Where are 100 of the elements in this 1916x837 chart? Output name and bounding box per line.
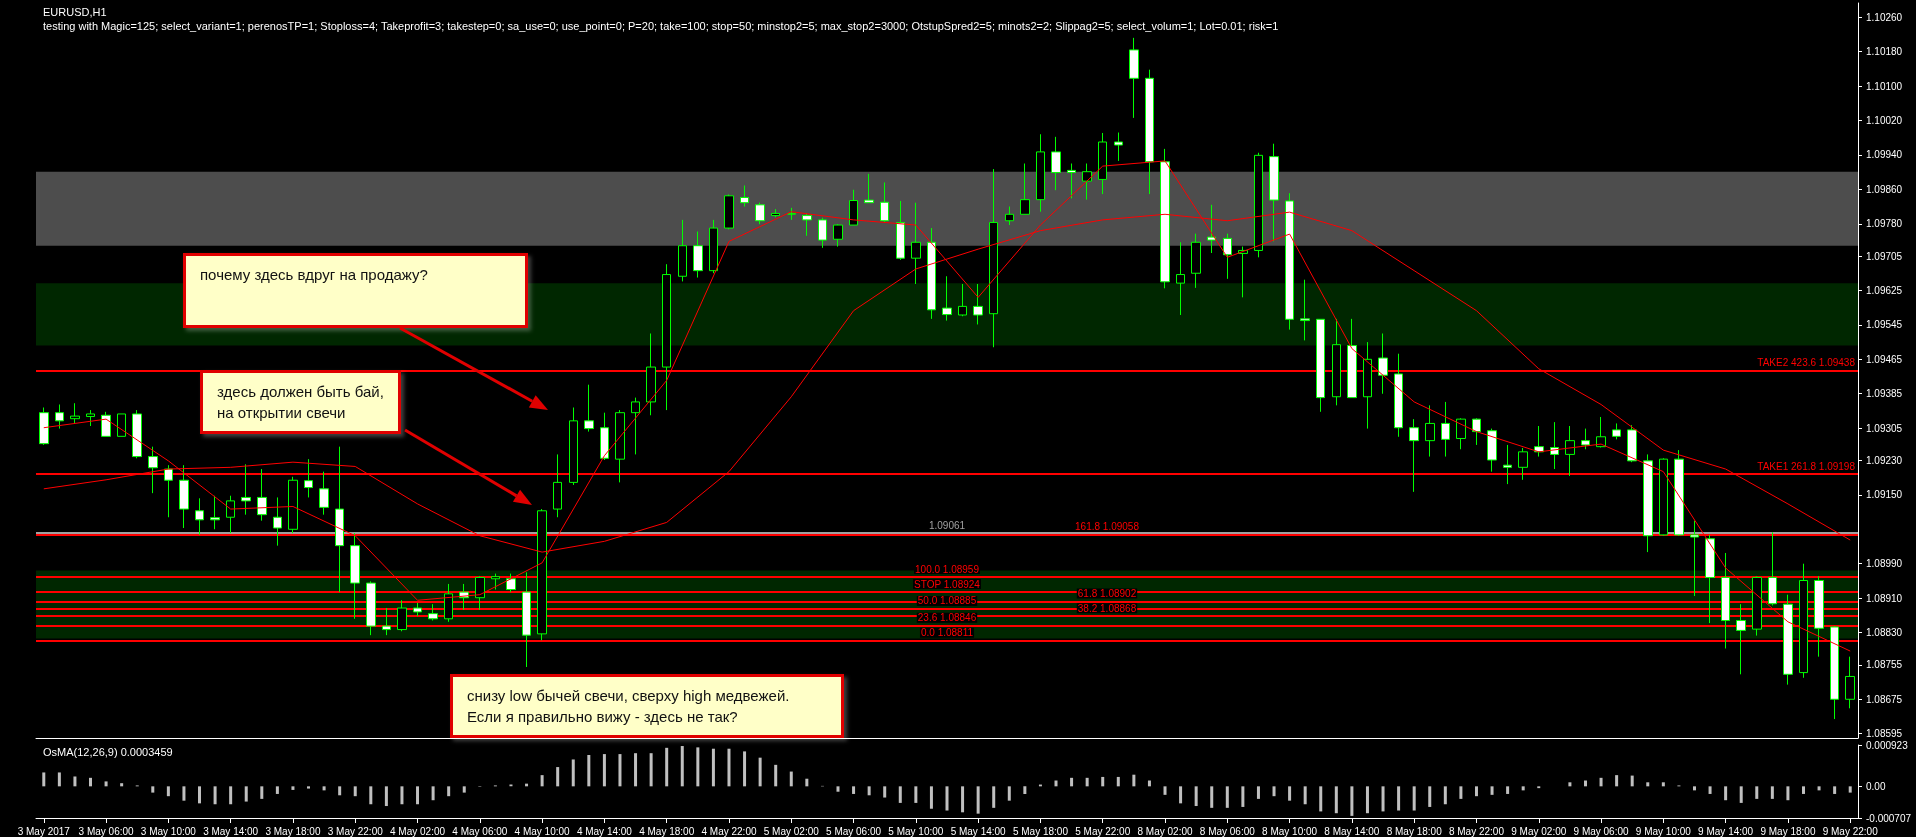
y-tick-label: 1.09625: [1866, 284, 1903, 296]
candlestick: [1565, 425, 1575, 477]
x-tick-label: 8 May 06:00: [1199, 825, 1256, 837]
bar: [898, 786, 902, 803]
y-tick-label: 1.09940: [1866, 149, 1903, 161]
candlestick: [55, 404, 64, 430]
candlestick: [350, 532, 360, 620]
candlestick: [1129, 37, 1139, 119]
y-tick-label: 1.10260: [1866, 11, 1903, 23]
bar: [1194, 786, 1198, 807]
candlestick: [553, 453, 562, 518]
y-tick-label: 1.09780: [1866, 218, 1903, 230]
bar: [1350, 786, 1354, 816]
callout-box: почему здесь вдруг на продажу?: [183, 253, 528, 328]
candlestick: [755, 202, 765, 225]
bar: [244, 786, 248, 802]
candlestick: [195, 497, 204, 536]
bar: [73, 776, 77, 787]
candlestick: [506, 573, 516, 593]
candlestick: [1814, 575, 1824, 658]
candlestick: [319, 471, 329, 516]
bar: [649, 753, 653, 787]
candlestick: [1627, 424, 1637, 463]
candlestick: [1472, 417, 1481, 446]
candlestick: [989, 168, 998, 348]
y-tick-label: 1.09230: [1866, 454, 1903, 466]
y-tick-label: 1.10180: [1866, 46, 1903, 58]
candlestick: [1659, 457, 1668, 537]
ref-line-label: STOP 1.08924: [914, 578, 981, 590]
candlestick: [1067, 163, 1076, 199]
candlestick: [1721, 552, 1730, 649]
candlestick: [101, 411, 111, 437]
bar: [1116, 776, 1120, 787]
bar: [1163, 786, 1167, 795]
y-tick-label: 1.08675: [1866, 693, 1903, 705]
candlestick: [569, 407, 578, 486]
candlestick: [1768, 531, 1777, 606]
ref-line-label: 23.6 1.08846: [917, 612, 977, 624]
bar: [384, 786, 388, 807]
candlestick: [833, 223, 843, 248]
bar: [229, 786, 233, 805]
bar: [57, 772, 61, 787]
bar: [1521, 786, 1525, 791]
candlestick: [1394, 353, 1403, 438]
bar: [1599, 777, 1603, 787]
candlestick: [1285, 192, 1294, 331]
bar: [1443, 786, 1447, 805]
candlestick: [70, 402, 80, 424]
x-tick-label: 4 May 10:00: [514, 825, 571, 837]
candlestick: [942, 275, 952, 322]
bar: [275, 786, 279, 794]
x-tick-label: 5 May 02:00: [763, 825, 820, 837]
candlestick: [1690, 520, 1699, 597]
ref-line-label: TAKE1 261.8 1.09198: [1757, 460, 1856, 472]
y-tick-label: 1.09860: [1866, 183, 1903, 195]
y-tick-label: 1.08910: [1866, 592, 1903, 604]
y-tick-label: 0.000923: [1866, 739, 1909, 751]
bar: [665, 747, 669, 787]
candlestick: [39, 407, 49, 446]
candlestick: [1051, 136, 1061, 191]
x-tick-label: 4 May 22:00: [701, 825, 757, 837]
candlestick: [522, 571, 531, 668]
bar: [1334, 786, 1338, 814]
bar: [151, 786, 155, 793]
bar: [992, 786, 996, 808]
candlestick: [818, 217, 827, 249]
candlestick: [911, 202, 921, 285]
x-tick-label: 5 May 14:00: [950, 825, 1007, 837]
candlestick: [288, 476, 298, 534]
candlestick: [1269, 143, 1279, 242]
bar: [1848, 786, 1852, 793]
bar: [1303, 786, 1307, 805]
candlestick: [413, 602, 422, 617]
candlestick: [1503, 444, 1512, 485]
bar: [836, 786, 840, 792]
candlestick: [958, 283, 967, 317]
bar: [1506, 786, 1510, 794]
x-tick-label: 4 May 14:00: [576, 825, 633, 837]
candlestick: [896, 200, 905, 261]
candlestick: [86, 409, 95, 427]
bar: [1630, 775, 1634, 787]
candlestick: [226, 495, 235, 534]
bar: [431, 786, 435, 801]
bar: [1802, 786, 1805, 794]
bar: [1661, 782, 1665, 787]
candlestick: [382, 607, 391, 636]
bar: [213, 786, 217, 805]
bar: [1459, 786, 1463, 799]
candlestick: [1705, 534, 1715, 624]
bar: [104, 781, 108, 787]
y-tick-label: 1.10100: [1866, 80, 1903, 92]
candlestick: [1145, 69, 1154, 195]
candlestick: [1254, 152, 1263, 258]
y-tick-label: 1.09385: [1866, 388, 1903, 400]
bar: [198, 786, 202, 804]
bar: [369, 786, 373, 805]
bar: [758, 757, 762, 787]
bar: [400, 786, 404, 805]
bar: [291, 786, 295, 790]
ref-line-label: 100.0 1.08959: [915, 563, 980, 575]
